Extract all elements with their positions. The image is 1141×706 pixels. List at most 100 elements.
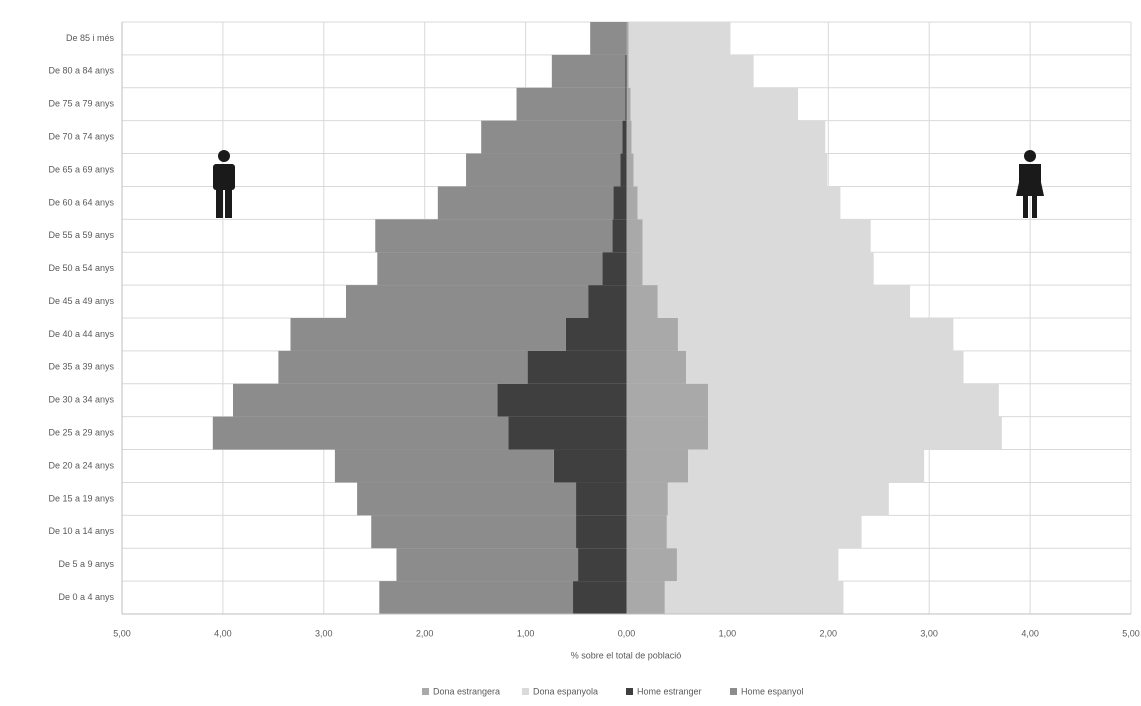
bar	[576, 482, 627, 516]
bar	[626, 548, 677, 582]
bar	[626, 54, 629, 88]
x-tick-label: 2,00	[416, 628, 434, 638]
bar	[642, 219, 871, 253]
bar	[578, 548, 627, 582]
y-tick-label: De 65 a 69 anys	[48, 164, 114, 174]
bar	[626, 22, 629, 55]
bar	[626, 87, 631, 121]
bar	[688, 449, 925, 483]
x-tick-label: 2,00	[820, 628, 838, 638]
bar	[613, 186, 627, 220]
bar	[232, 383, 498, 417]
legend-label: Home estranger	[637, 686, 702, 696]
bar	[602, 252, 627, 286]
bar	[576, 515, 627, 549]
bar	[497, 383, 627, 417]
bar	[626, 186, 638, 220]
bar	[633, 153, 828, 187]
y-tick-label: De 35 a 39 anys	[48, 362, 114, 372]
bar	[466, 153, 621, 187]
bar	[642, 252, 874, 286]
bar	[628, 22, 731, 55]
bar	[637, 186, 841, 220]
bar	[626, 153, 634, 187]
bar	[677, 318, 954, 351]
bar	[666, 515, 862, 549]
y-tick-label: De 60 a 64 anys	[48, 197, 114, 207]
bar	[622, 120, 627, 154]
plot-area: 5,00 4,00 3,00 2,00 1,00 0,00 1,00 2,00 3,00 4,00…	[48, 21, 1140, 696]
bar	[590, 22, 627, 55]
bar	[375, 219, 613, 253]
bar	[278, 350, 528, 384]
y-tick-label: De 55 a 59 anys	[48, 230, 114, 240]
bar	[626, 449, 689, 483]
y-tick-label: De 25 a 29 anys	[48, 427, 114, 437]
legend-swatch	[522, 688, 529, 695]
legend-swatch	[422, 688, 429, 695]
bar	[628, 54, 754, 88]
bar	[626, 120, 632, 154]
x-tick-label: 3,00	[920, 628, 938, 638]
y-tick-label: De 50 a 54 anys	[48, 263, 114, 273]
bar	[508, 416, 627, 450]
legend-label: Dona estrangera	[433, 686, 500, 696]
y-tick-label: De 45 a 49 anys	[48, 296, 114, 306]
x-tick-label: 3,00	[315, 628, 333, 638]
x-tick-label: 0,00	[618, 628, 636, 638]
male-icon	[213, 150, 235, 218]
y-tick-label: De 5 a 9 anys	[58, 559, 114, 569]
legend-swatch	[626, 688, 633, 695]
bar	[626, 285, 658, 318]
bar	[565, 318, 627, 351]
y-tick-label: De 75 a 79 anys	[48, 99, 114, 109]
bar	[686, 350, 964, 384]
bar	[626, 350, 687, 384]
bar	[527, 350, 627, 384]
bar	[588, 285, 627, 318]
y-tick-label: De 20 a 24 anys	[48, 460, 114, 470]
bar	[345, 285, 589, 318]
bar	[357, 482, 577, 516]
bar	[676, 548, 839, 582]
legend-swatch	[730, 688, 737, 695]
bar	[625, 87, 627, 121]
bar	[626, 581, 665, 614]
x-tick-label: 1,00	[719, 628, 737, 638]
female-icon	[1016, 150, 1044, 218]
y-tick-label: De 0 a 4 anys	[58, 592, 114, 602]
y-tick-label: De 15 a 19 anys	[48, 493, 114, 503]
x-tick-label: 1,00	[517, 628, 535, 638]
bar	[626, 515, 667, 549]
bar	[708, 416, 1002, 450]
bar	[551, 54, 626, 88]
bar	[667, 482, 889, 516]
legend-label: Dona espanyola	[533, 686, 598, 696]
bar	[625, 54, 627, 88]
bar	[371, 515, 577, 549]
y-tick-label: De 10 a 14 anys	[48, 526, 114, 536]
bar	[626, 416, 709, 450]
bar	[290, 318, 566, 351]
bar	[620, 153, 627, 187]
bar	[626, 383, 709, 417]
y-tick-label: De 40 a 44 anys	[48, 329, 114, 339]
bar	[630, 87, 799, 121]
bar	[379, 581, 574, 614]
y-tick-label: De 30 a 34 anys	[48, 395, 114, 405]
bar	[657, 285, 911, 318]
bar	[708, 383, 999, 417]
x-axis-title: % sobre el total de població	[571, 650, 682, 660]
bar	[396, 548, 579, 582]
bar	[481, 120, 623, 154]
bar	[664, 581, 844, 614]
bar	[437, 186, 614, 220]
x-tick-label: 5,00	[1122, 628, 1140, 638]
bar	[626, 482, 668, 516]
bar	[553, 449, 627, 483]
bar	[626, 252, 643, 286]
bar	[377, 252, 603, 286]
x-tick-label: 5,00	[113, 628, 131, 638]
y-tick-label: De 85 i més	[66, 33, 115, 43]
